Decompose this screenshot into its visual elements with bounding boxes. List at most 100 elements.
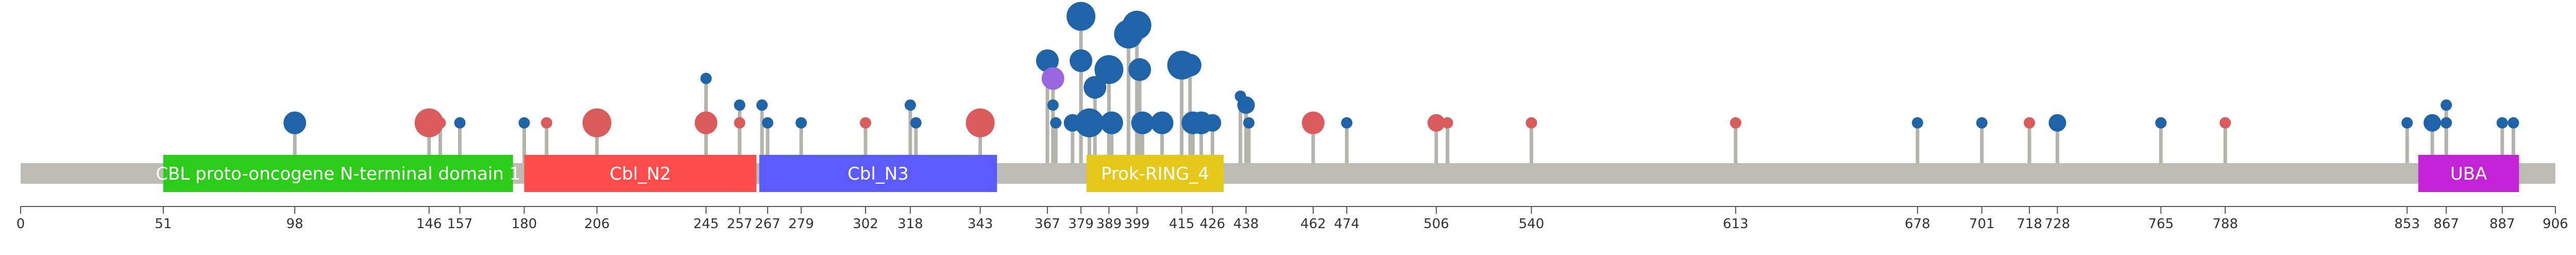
domain-cbl-proto-oncogene-n-terminal-domain-1[interactable] [163, 155, 513, 192]
axis-tick-label: 438 [1233, 216, 1259, 232]
axis-tick-label: 906 [2543, 216, 2568, 232]
mutation-188-point[interactable] [540, 117, 552, 129]
mutation-379-point[interactable] [1066, 2, 1096, 31]
axis-tick-label: 302 [853, 216, 878, 232]
axis-tick-label: 788 [2212, 216, 2238, 232]
mutation-474-point[interactable] [1341, 117, 1353, 129]
mutation-267-point[interactable] [761, 117, 773, 129]
axis-tick-label: 474 [1334, 216, 1360, 232]
mutation-heads [283, 2, 2519, 137]
mutation-302-point[interactable] [860, 117, 871, 129]
axis-tick-label: 206 [584, 216, 610, 232]
mutation-206-point[interactable] [582, 108, 612, 137]
axis-tick-label: 867 [2433, 216, 2459, 232]
domain-cbl-n2[interactable] [524, 155, 757, 192]
axis-tick-label: 426 [1200, 216, 1226, 232]
axis-tick-label: 415 [1169, 216, 1195, 232]
domain-label: Prok-RING_4 [1101, 164, 1209, 184]
mutation-862-point[interactable] [2424, 114, 2442, 132]
domain-label: UBA [2450, 164, 2487, 184]
mutation-320-point[interactable] [910, 117, 922, 129]
mutation-439-point[interactable] [1243, 117, 1255, 129]
axis-ticks: 0 51 98 146 157 180 206 245 257 267 279 302 318 343 36… [16, 206, 2568, 232]
axis-tick-label: 0 [16, 216, 25, 232]
mutation-369-point[interactable] [1041, 67, 1064, 90]
mutation-318-point[interactable] [904, 99, 916, 111]
mutation-401-point[interactable] [1131, 111, 1154, 134]
mutation-867-point[interactable] [2441, 117, 2452, 129]
axis-tick-label: 318 [897, 216, 923, 232]
mutation-384-point[interactable] [1083, 76, 1107, 99]
axis-tick-label: 157 [447, 216, 473, 232]
axis-tick-label: 399 [1124, 216, 1150, 232]
mutation-891-point[interactable] [2507, 117, 2519, 129]
domain-cbl-n3[interactable] [759, 155, 997, 192]
axis-tick-label: 180 [512, 216, 537, 232]
domain-label: Cbl_N3 [848, 164, 909, 184]
axis-tick-label: 765 [2148, 216, 2174, 232]
mutation-265-point[interactable] [756, 99, 768, 111]
axis-tick-label: 279 [788, 216, 814, 232]
axis-tick-label: 718 [2016, 216, 2042, 232]
mutation-257-point[interactable] [734, 117, 745, 129]
mutation-510-point[interactable] [1442, 117, 1453, 129]
mutation-408-point[interactable] [1150, 111, 1174, 134]
mutation-701-point[interactable] [1976, 117, 1988, 129]
mutation-765-point[interactable] [2155, 117, 2167, 129]
mutation-788-point[interactable] [2219, 117, 2231, 129]
mutation-370-point[interactable] [1050, 117, 1062, 129]
axis-tick-label: 613 [1723, 216, 1749, 232]
mutation-146-point[interactable] [414, 108, 444, 137]
mutation-98-point[interactable] [283, 111, 307, 134]
mutation-418-point[interactable] [1178, 54, 1201, 77]
axis-tick-label: 887 [2489, 216, 2515, 232]
mutation-257-point[interactable] [734, 99, 745, 111]
mutation-399-point[interactable] [1122, 10, 1151, 40]
mutation-369-point[interactable] [1047, 99, 1059, 111]
domain-prok-ring-4[interactable] [1087, 155, 1224, 192]
axis-tick-label: 245 [693, 216, 719, 232]
mutation-150-point[interactable] [434, 117, 446, 129]
mutation-613-point[interactable] [1730, 117, 1741, 129]
mutation-887-point[interactable] [2496, 117, 2508, 129]
mutation-728-point[interactable] [2048, 114, 2066, 132]
mutation-367-point[interactable] [1036, 49, 1059, 72]
mutation-540-point[interactable] [1526, 117, 1537, 129]
axis-tick-label: 379 [1068, 216, 1094, 232]
mutation-245-point[interactable] [700, 73, 712, 84]
axis-tick-label: 98 [286, 216, 303, 232]
axis-tick-label: 267 [755, 216, 781, 232]
axis-tick-label: 389 [1096, 216, 1122, 232]
mutation-438-point[interactable] [1237, 96, 1255, 114]
mutation-390-point[interactable] [1100, 111, 1123, 134]
mutation-379-point[interactable] [1070, 49, 1093, 72]
mutation-279-point[interactable] [795, 117, 807, 129]
axis-tick-label: 678 [1905, 216, 1930, 232]
mutation-506-point[interactable] [1427, 114, 1445, 132]
axis-tick-label: 506 [1423, 216, 1449, 232]
mutation-382-point[interactable] [1075, 108, 1104, 137]
mutation-462-point[interactable] [1301, 111, 1325, 134]
axis-tick-label: 51 [155, 216, 172, 232]
domain-label: CBL proto-oncogene N-terminal domain 1 [156, 164, 520, 184]
mutation-245-point[interactable] [694, 111, 718, 134]
mutation-853-point[interactable] [2401, 117, 2413, 129]
axis-tick-label: 728 [2045, 216, 2071, 232]
mutation-180-point[interactable] [518, 117, 530, 129]
mutation-867-point[interactable] [2441, 99, 2452, 111]
mutation-343-point[interactable] [965, 108, 995, 137]
axis-tick-label: 367 [1035, 216, 1060, 232]
axis-tick-label: 146 [416, 216, 442, 232]
domain-uba[interactable] [2418, 155, 2519, 192]
mutation-426-point[interactable] [1204, 114, 1222, 132]
axis-tick-label: 257 [727, 216, 753, 232]
axis-tick-label: 701 [1969, 216, 1995, 232]
mutation-157-point[interactable] [454, 117, 466, 129]
mutation-718-point[interactable] [2024, 117, 2036, 129]
mutation-389-point[interactable] [1094, 55, 1124, 84]
axis-tick-label: 853 [2394, 216, 2420, 232]
mutation-400-point[interactable] [1128, 58, 1151, 81]
mutation-stems [293, 16, 2516, 163]
mutation-678-point[interactable] [1911, 117, 1923, 129]
